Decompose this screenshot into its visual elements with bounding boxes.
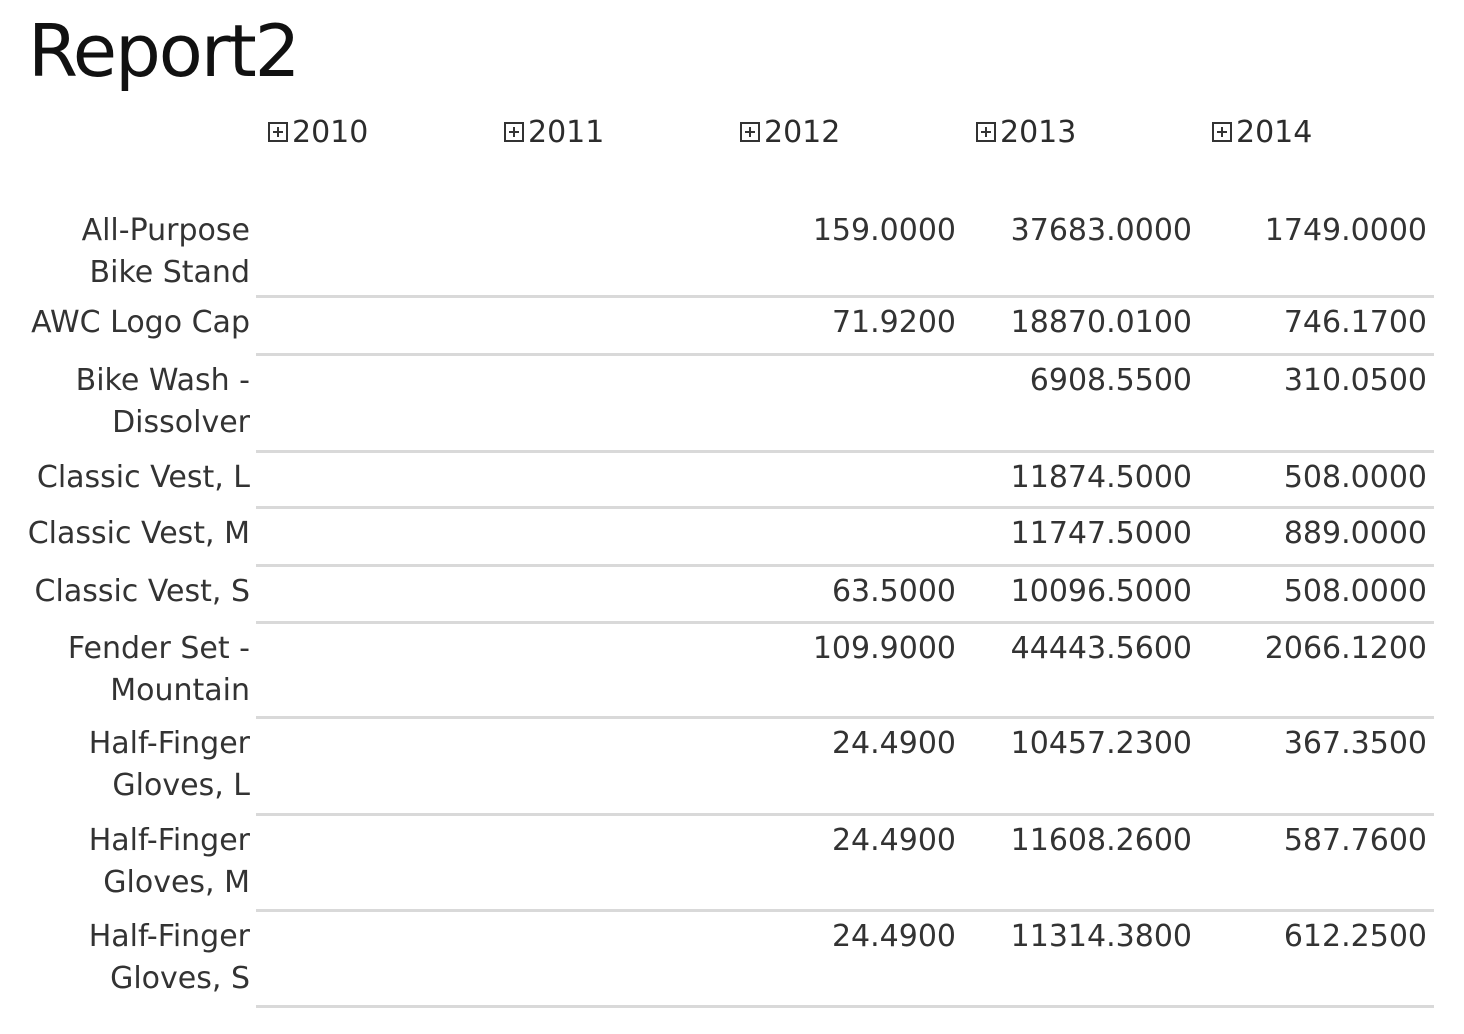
table-row: AWC Logo Cap 71.9200 18870.0100 746.1700 — [0, 298, 1464, 356]
row-divider — [256, 716, 1434, 719]
row-divider — [256, 1005, 1434, 1008]
cell-2012: 24.4900 — [831, 823, 956, 858]
cell-2013: 44443.5600 — [1010, 631, 1192, 666]
cell-2013: 11314.3800 — [1010, 919, 1192, 954]
cell-2014: 612.2500 — [1283, 919, 1427, 954]
table-row: All-Purpose Bike Stand 159.0000 37683.00… — [0, 206, 1464, 298]
row-header-product: Half-Finger Gloves, S — [88, 919, 250, 996]
row-header-product: Half-Finger Gloves, M — [88, 823, 250, 900]
row-header-product: Classic Vest, S — [34, 574, 250, 609]
column-header-label: 2012 — [764, 114, 841, 150]
cell-2014: 746.1700 — [1283, 305, 1427, 340]
row-divider — [256, 295, 1434, 298]
expand-icon[interactable] — [504, 122, 524, 142]
cell-2013: 18870.0100 — [1010, 305, 1192, 340]
column-header-label: 2010 — [292, 114, 369, 150]
cell-2012: 71.9200 — [831, 305, 956, 340]
table-row: Fender Set - Mountain 109.9000 44443.560… — [0, 624, 1464, 719]
cell-2013: 10096.5000 — [1010, 574, 1192, 609]
table-row: Classic Vest, L 11874.5000 508.0000 — [0, 453, 1464, 509]
column-header-2014[interactable]: 2014 — [1212, 110, 1312, 154]
column-header-2013[interactable]: 2013 — [976, 110, 1076, 154]
cell-2013: 11608.2600 — [1010, 823, 1192, 858]
column-header-2011[interactable]: 2011 — [504, 110, 604, 154]
cell-2012: 109.9000 — [812, 631, 956, 666]
column-header-label: 2011 — [528, 114, 605, 150]
row-header-product: Classic Vest, L — [36, 460, 250, 495]
expand-icon[interactable] — [740, 122, 760, 142]
table-row: Classic Vest, S 63.5000 10096.5000 508.0… — [0, 567, 1464, 624]
cell-2013: 6908.5500 — [1029, 363, 1192, 398]
column-header-2010[interactable]: 2010 — [268, 110, 368, 154]
row-header-product: Bike Wash - Dissolver — [75, 363, 250, 440]
column-header-label: 2014 — [1236, 114, 1313, 150]
column-header-row: 2010 2011 2012 2013 2014 — [0, 110, 1464, 154]
table-row: Classic Vest, M 11747.5000 889.0000 — [0, 509, 1464, 567]
row-divider — [256, 621, 1434, 624]
row-divider — [256, 909, 1434, 912]
cell-2012: 24.4900 — [831, 726, 956, 761]
cell-2013: 10457.2300 — [1010, 726, 1192, 761]
row-divider — [256, 506, 1434, 509]
row-header-product: AWC Logo Cap — [31, 305, 250, 340]
table-row: Half-Finger Gloves, L 24.4900 10457.2300… — [0, 719, 1464, 816]
cell-2013: 11747.5000 — [1010, 516, 1192, 551]
table-row: Half-Finger Gloves, M 24.4900 11608.2600… — [0, 816, 1464, 912]
report-title: Report2 — [28, 9, 300, 93]
cell-2012: 24.4900 — [831, 919, 956, 954]
row-divider — [256, 813, 1434, 816]
cell-2014: 1749.0000 — [1264, 213, 1427, 248]
cell-2014: 587.7600 — [1283, 823, 1427, 858]
cell-2014: 310.0500 — [1283, 363, 1427, 398]
row-divider — [256, 564, 1434, 567]
cell-2012: 159.0000 — [812, 213, 956, 248]
table-row: Half-Finger Gloves, S 24.4900 11314.3800… — [0, 912, 1464, 1008]
table-row: Bike Wash - Dissolver 6908.5500 310.0500 — [0, 356, 1464, 453]
cell-2014: 367.3500 — [1283, 726, 1427, 761]
row-divider — [256, 450, 1434, 453]
cell-2014: 889.0000 — [1283, 516, 1427, 551]
row-divider — [256, 353, 1434, 356]
column-header-2012[interactable]: 2012 — [740, 110, 840, 154]
cell-2014: 2066.1200 — [1264, 631, 1427, 666]
row-header-product: All-Purpose Bike Stand — [81, 213, 250, 290]
row-header-product: Half-Finger Gloves, L — [88, 726, 250, 803]
row-header-product: Classic Vest, M — [27, 516, 250, 551]
cell-2012: 63.5000 — [831, 574, 956, 609]
expand-icon[interactable] — [976, 122, 996, 142]
cell-2013: 37683.0000 — [1010, 213, 1192, 248]
matrix-table: All-Purpose Bike Stand 159.0000 37683.00… — [0, 206, 1464, 1008]
expand-icon[interactable] — [268, 122, 288, 142]
cell-2013: 11874.5000 — [1010, 460, 1192, 495]
cell-2014: 508.0000 — [1283, 460, 1427, 495]
row-header-product: Fender Set - Mountain — [67, 631, 250, 708]
cell-2014: 508.0000 — [1283, 574, 1427, 609]
column-header-label: 2013 — [1000, 114, 1077, 150]
expand-icon[interactable] — [1212, 122, 1232, 142]
